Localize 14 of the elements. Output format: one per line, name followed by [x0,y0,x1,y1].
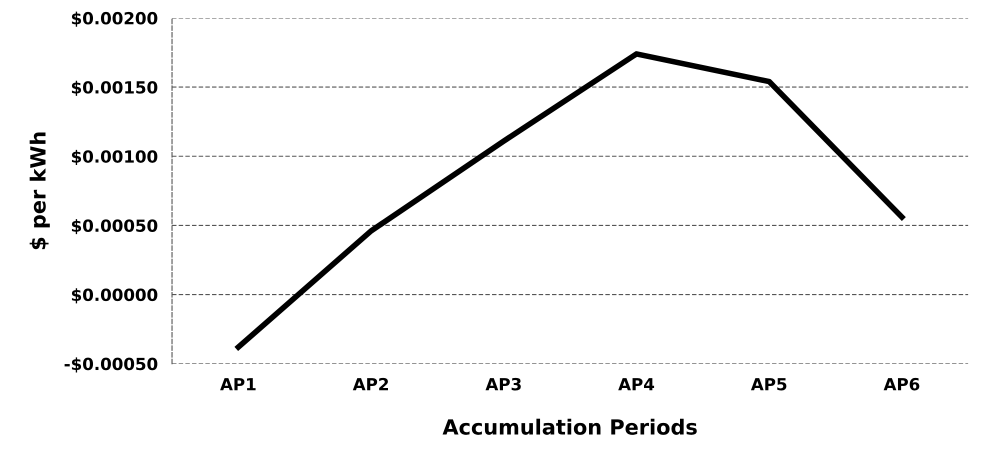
y-tick-label: $0.00000 [72,288,158,304]
y-tick-label: $0.00100 [72,150,158,166]
x-tick-label: AP5 [750,378,786,390]
x-tick-label: AP4 [618,378,654,390]
y-tick-label: $0.00150 [72,80,158,96]
y-tick-label: $0.00200 [72,12,158,27]
x-tick-label: AP1 [220,378,256,390]
y-axis-title: $ per kWh [30,132,50,250]
y-tick-label: $0.00050 [72,219,158,234]
x-tick-label: AP3 [486,378,521,390]
y-tick-label: -$0.00050 [64,357,158,372]
x-tick-label: AP2 [352,378,388,390]
x-tick-label: AP6 [884,378,920,390]
x-axis-title: Accumulation Periods [442,418,697,435]
